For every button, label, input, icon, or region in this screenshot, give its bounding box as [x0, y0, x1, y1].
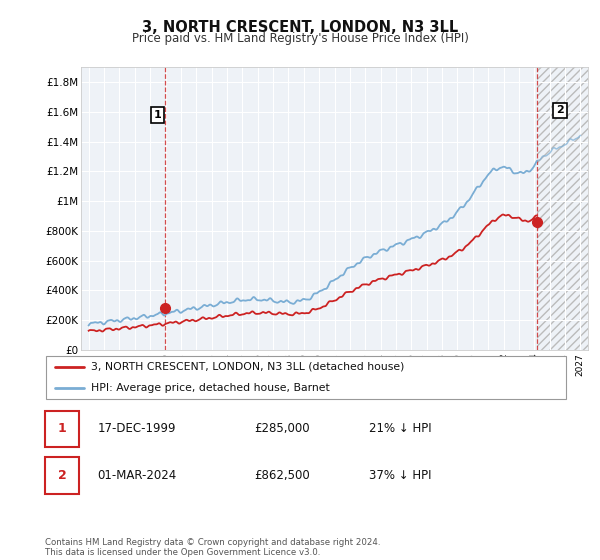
Text: 21% ↓ HPI: 21% ↓ HPI	[368, 422, 431, 436]
Text: £285,000: £285,000	[254, 422, 310, 436]
Text: 01-MAR-2024: 01-MAR-2024	[97, 469, 176, 482]
Text: 3, NORTH CRESCENT, LONDON, N3 3LL: 3, NORTH CRESCENT, LONDON, N3 3LL	[142, 20, 458, 35]
Bar	[537, 67, 588, 350]
Text: 2: 2	[58, 469, 67, 482]
Text: 17-DEC-1999: 17-DEC-1999	[97, 422, 176, 436]
Text: 1: 1	[58, 422, 67, 436]
Text: Price paid vs. HM Land Registry's House Price Index (HPI): Price paid vs. HM Land Registry's House …	[131, 32, 469, 45]
Bar	[45, 457, 79, 494]
Text: 1: 1	[154, 110, 161, 120]
Text: 2: 2	[556, 105, 564, 115]
Bar	[45, 410, 79, 447]
Text: £862,500: £862,500	[254, 469, 310, 482]
Text: HPI: Average price, detached house, Barnet: HPI: Average price, detached house, Barn…	[91, 383, 329, 393]
Text: 3, NORTH CRESCENT, LONDON, N3 3LL (detached house): 3, NORTH CRESCENT, LONDON, N3 3LL (detac…	[91, 362, 404, 372]
Text: 37% ↓ HPI: 37% ↓ HPI	[368, 469, 431, 482]
Text: Contains HM Land Registry data © Crown copyright and database right 2024.
This d: Contains HM Land Registry data © Crown c…	[45, 538, 380, 557]
